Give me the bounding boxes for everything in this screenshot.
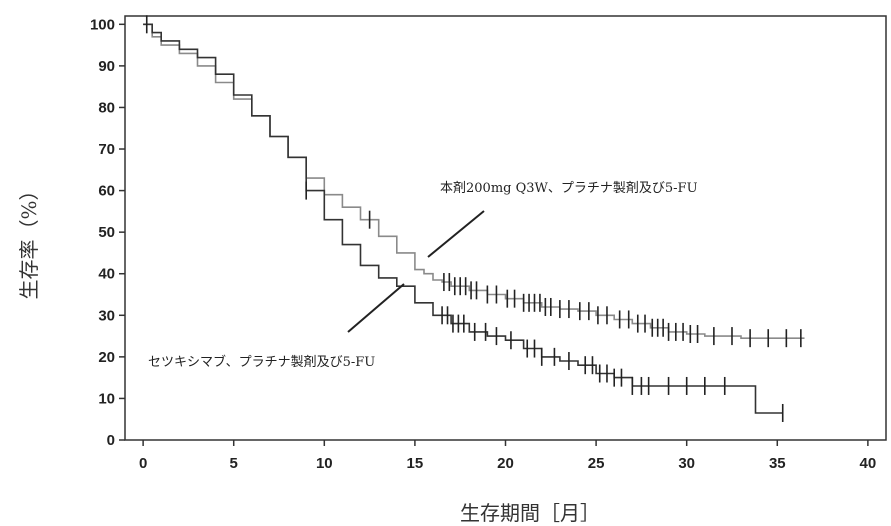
y-tick-label-20: 20 xyxy=(98,349,115,366)
x-tick-label-25: 25 xyxy=(588,455,605,472)
y-tick-label-10: 10 xyxy=(98,390,115,407)
y-tick-label-80: 80 xyxy=(98,99,115,116)
plot-border xyxy=(125,16,886,440)
y-tick-label-70: 70 xyxy=(98,141,115,158)
annotation-label-0: 本剤200mg Q3W、プラチナ製剤及び5-FU xyxy=(440,180,698,196)
axis-ticks: 0 10 20 30 40 50 60 70 80 90 100 0 5 10 15 20 25 30 35 40 xyxy=(90,16,876,472)
x-tick-label-5: 5 xyxy=(230,455,238,472)
y-tick-label-0: 0 xyxy=(107,432,115,449)
y-tick-label-50: 50 xyxy=(98,224,115,241)
annotations: 本剤200mg Q3W、プラチナ製剤及び5-FU セツキシマブ、プラチナ製剤及び… xyxy=(148,180,698,370)
y-tick-label-40: 40 xyxy=(98,266,115,283)
x-tick-label-10: 10 xyxy=(316,455,333,472)
annotation-leader-line-1 xyxy=(348,284,404,332)
x-tick-label-15: 15 xyxy=(407,455,424,472)
x-tick-label-30: 30 xyxy=(678,455,695,472)
x-axis-title: 生存期間［月］ xyxy=(460,501,600,525)
x-tick-label-20: 20 xyxy=(497,455,514,472)
annotation-leader-line-0 xyxy=(428,211,484,257)
y-tick-label-60: 60 xyxy=(98,183,115,200)
y-tick-label-100: 100 xyxy=(90,16,115,33)
x-tick-label-40: 40 xyxy=(860,455,877,472)
y-tick-label-90: 90 xyxy=(98,58,115,75)
x-tick-label-0: 0 xyxy=(139,455,147,472)
annotation-label-1: セツキシマブ、プラチナ製剤及び5-FU xyxy=(148,354,375,370)
x-tick-label-35: 35 xyxy=(769,455,786,472)
y-tick-label-30: 30 xyxy=(98,307,115,324)
plot-frame xyxy=(125,16,886,440)
y-axis-title: 生存率（%） xyxy=(17,180,41,299)
